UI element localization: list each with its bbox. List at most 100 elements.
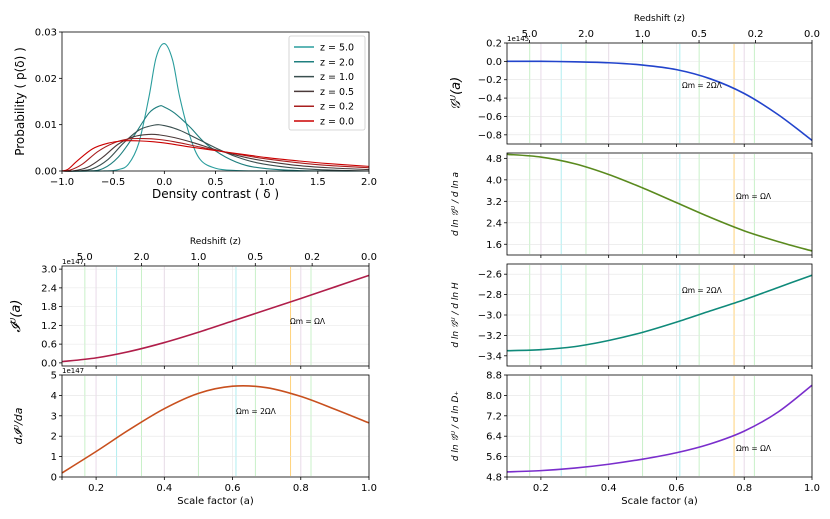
dlnG_lnH-annotation: Ωm = 2ΩΛ (682, 286, 723, 295)
dlnG_lna-ylabel: d ln 𝒢ᵁ / d ln a (451, 172, 461, 236)
I-ytick-label: 1.8 (41, 302, 57, 313)
dlnG_lnH-series-line (506, 274, 813, 352)
dlnG_lna-ytick-label: 3.2 (486, 197, 502, 208)
pdf-ytick-label: 0.00 (35, 167, 57, 178)
pdf-ylabel: Probability ( p(δ) ) (13, 47, 27, 156)
G-ytick-label: −0.2 (478, 75, 502, 86)
dI-ytick-label: 3 (51, 411, 57, 422)
pdf-frame (61, 31, 370, 172)
pdf-series-line (61, 133, 370, 172)
pdf-legend: z = 5.0 z = 2.0 z = 1.0 z = 0.5 z = 0.2 z = 0… (288, 35, 366, 131)
dI-xtick-label: 0.8 (293, 483, 309, 494)
dlnG_lnD-ytick-label: 7.2 (486, 411, 502, 422)
G-ytick-label: 0.0 (486, 57, 502, 68)
I-ytick-label: 0.6 (41, 340, 57, 351)
dI-xtick-label: 0.6 (225, 483, 241, 494)
dI-xtick-label: 0.2 (88, 483, 104, 494)
dlnG_lnD-xlabel: Scale factor (a) (621, 496, 698, 507)
dlnG_lna-annotation: Ωm = ΩΛ (736, 192, 772, 201)
G-offset-label: 1e145 (507, 35, 529, 43)
I-top-tick-label: 2.0 (134, 252, 150, 263)
dlnG_lnD-xtick-label: 0.6 (668, 483, 684, 494)
dI-ytick-label: 0 (51, 473, 57, 484)
pdf-legend-label: z = 5.0 (320, 43, 354, 54)
I-frame (61, 265, 370, 367)
G-top-tick-label: 0.2 (748, 29, 764, 40)
pdf-ytick-label: 0.01 (35, 120, 57, 131)
dlnG_lna-ytick-label: 2.4 (486, 218, 502, 229)
pdf-legend-label: z = 0.0 (320, 117, 354, 128)
I-top-xlabel: Redshift (z) (190, 237, 241, 247)
I-ytick-label: 2.4 (41, 283, 57, 294)
dlnG_lna-ytick-label: 1.6 (486, 240, 502, 251)
I-ylabel: 𝓘ᵁ(a) (9, 300, 24, 333)
dlnG_lnH-ylabel: d ln 𝒢ᵁ / d ln H (451, 282, 461, 348)
dI-ytick-label: 5 (51, 371, 57, 382)
dlnG_lnH-frame (506, 263, 813, 367)
dlnG_lnD-xtick-label: 1.0 (804, 483, 820, 494)
dI-frame (61, 374, 370, 478)
I-ytick-label: 3.0 (41, 265, 57, 276)
dI-xlabel: Scale factor (a) (177, 496, 254, 507)
pdf-ytick-label: 0.02 (35, 74, 57, 85)
I-top-tick-label: 0.5 (247, 252, 263, 263)
dlnG_lnH-ytick-label: −3.2 (478, 331, 502, 342)
pdf-xtick-label: 1.5 (310, 177, 326, 188)
dlnG_lnD-series-line (506, 384, 813, 473)
dI-xtick-label: 1.0 (361, 483, 377, 494)
G-top-tick-label: 1.0 (635, 29, 651, 40)
G-ytick-label: 0.2 (486, 39, 502, 50)
pdf-xtick-label: 1.0 (259, 177, 275, 188)
pdf-legend-label: z = 2.0 (320, 57, 354, 68)
dlnG_lnD-ylabel: d ln 𝒢ᵁ / d ln D₊ (451, 391, 461, 462)
dI-offset-label: 1e147 (62, 367, 84, 375)
I-ytick-label: 1.2 (41, 321, 57, 332)
G-frame (506, 42, 813, 145)
I-annotation: Ωm = ΩΛ (290, 317, 326, 326)
dlnG_lnD-ytick-label: 8.8 (486, 371, 502, 382)
dlnG_lnD-ytick-label: 6.4 (486, 432, 502, 443)
pdf-xlabel: Density contrast ( δ ) (152, 187, 279, 201)
pdf-xtick-label: 0.0 (156, 177, 172, 188)
dI-ytick-label: 2 (51, 432, 57, 443)
pdf-xtick-label: −0.5 (101, 177, 125, 188)
G-series-line (506, 60, 813, 141)
pdf-legend-label: z = 1.0 (320, 72, 354, 83)
pdf-ytick-label: 0.03 (35, 28, 57, 39)
pdf-series-line (61, 124, 370, 172)
dI-ytick-label: 4 (51, 391, 57, 402)
dlnG_lna-ytick-label: 4.8 (486, 154, 502, 165)
G-ytick-label: −0.6 (478, 112, 502, 123)
dlnG_lnD-annotation: Ωm = ΩΛ (736, 444, 772, 453)
dlnG_lna-frame (506, 152, 813, 256)
dlnG_lnD-frame (506, 374, 813, 478)
dlnG_lnH-ytick-label: −2.8 (478, 290, 502, 301)
dlnG_lnH-ytick-label: −2.6 (478, 270, 502, 281)
pdf-xtick-label: −1.0 (50, 177, 74, 188)
dlnG_lnH-ytick-label: −3.0 (478, 311, 502, 322)
G-top-tick-label: 0.5 (691, 29, 707, 40)
pdf-legend-label: z = 0.5 (320, 87, 354, 98)
dlnG_lnD-xtick-label: 0.8 (736, 483, 752, 494)
pdf-xtick-label: 2.0 (361, 177, 377, 188)
dlnG_lnH-ytick-label: −3.4 (478, 351, 502, 362)
G-ytick-label: −0.8 (478, 130, 502, 141)
G-annotation: Ωm = 2ΩΛ (682, 81, 723, 90)
dlnG_lnD-xtick-label: 0.4 (601, 483, 617, 494)
pdf-series-line (61, 105, 370, 172)
I-top-tick-label: 5.0 (77, 252, 93, 263)
dlnG_lnD-ytick-label: 8.0 (486, 391, 502, 402)
I-ytick-label: 0.0 (41, 358, 57, 369)
pdf-legend-label: z = 0.2 (320, 102, 354, 113)
pdf-xtick-label: 0.5 (208, 177, 224, 188)
I-series-line (61, 274, 370, 363)
dI-ytick-label: 1 (51, 452, 57, 463)
G-ytick-label: −0.4 (478, 94, 502, 105)
I-offset-label: 1e147 (62, 258, 84, 266)
dlnG_lna-ytick-label: 4.0 (486, 175, 502, 186)
dI-annotation: Ωm = 2ΩΛ (236, 407, 277, 416)
dlnG_lnD-xtick-label: 0.2 (533, 483, 549, 494)
I-top-tick-label: 0.0 (361, 252, 377, 263)
pdf-series-line (61, 137, 370, 172)
